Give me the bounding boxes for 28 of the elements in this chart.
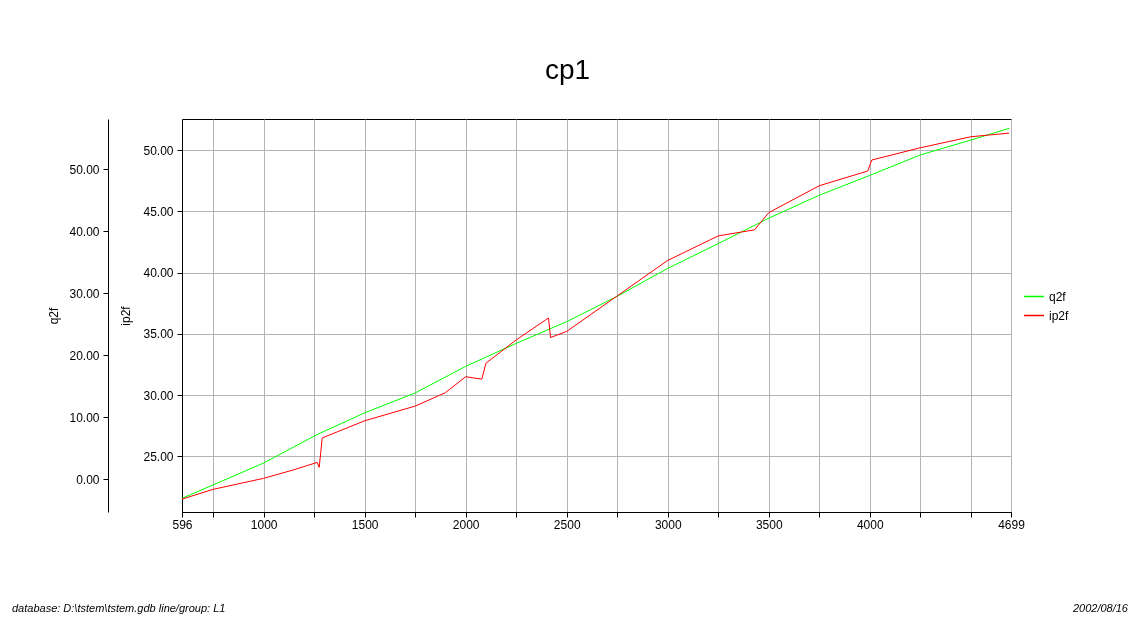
y-tick-label: 40.00: [143, 266, 174, 281]
x-tick-label: 4699: [998, 517, 1026, 532]
x-tick-label: 1000: [250, 517, 278, 532]
y-tick-label: 45.00: [143, 204, 174, 219]
y2-tick-label: 50.00: [69, 162, 100, 177]
x-tick-label: 2000: [452, 517, 480, 532]
x-tick-label: 1500: [351, 517, 379, 532]
x-tick-label: 3500: [755, 517, 783, 532]
y2-tick-label: 30.00: [69, 286, 100, 301]
x-tick-label: 2500: [553, 517, 581, 532]
y-axis-title: ip2f: [119, 305, 134, 326]
y2-axis-title: q2f: [47, 307, 62, 325]
y2-tick-label: 0.00: [76, 472, 100, 487]
text: 2002/08/16: [1072, 602, 1128, 614]
y-tick-label: 25.00: [143, 449, 174, 464]
x-tick-label: 4000: [856, 517, 884, 532]
y2-tick-label: 20.00: [69, 348, 100, 363]
x-tick-label: 3000: [654, 517, 682, 532]
x-tick-label: 596: [172, 517, 193, 532]
y-tick-label: 35.00: [143, 327, 174, 342]
text: database: D:\tstem\tstem.gdb line/group: L1: [12, 602, 226, 614]
chart-title: cp1: [544, 54, 591, 85]
legend-label: ip2f: [1049, 308, 1070, 323]
y2-tick-label: 10.00: [69, 410, 100, 425]
legend-label: q2f: [1049, 289, 1067, 304]
y-tick-label: 50.00: [143, 143, 174, 158]
y2-tick-label: 40.00: [69, 224, 100, 239]
y-tick-label: 30.00: [143, 388, 174, 403]
